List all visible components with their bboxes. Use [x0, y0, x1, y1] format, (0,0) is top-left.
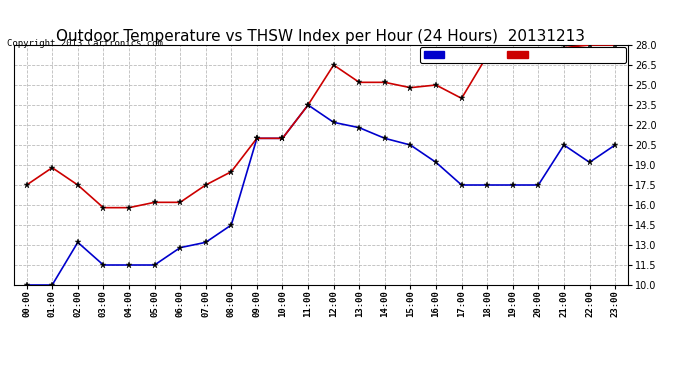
Legend: THSW  (°F), Temperature  (°F): THSW (°F), Temperature (°F) [420, 47, 626, 63]
Title: Outdoor Temperature vs THSW Index per Hour (24 Hours)  20131213: Outdoor Temperature vs THSW Index per Ho… [57, 29, 585, 44]
Text: Copyright 2013 Cartronics.com: Copyright 2013 Cartronics.com [7, 39, 163, 48]
